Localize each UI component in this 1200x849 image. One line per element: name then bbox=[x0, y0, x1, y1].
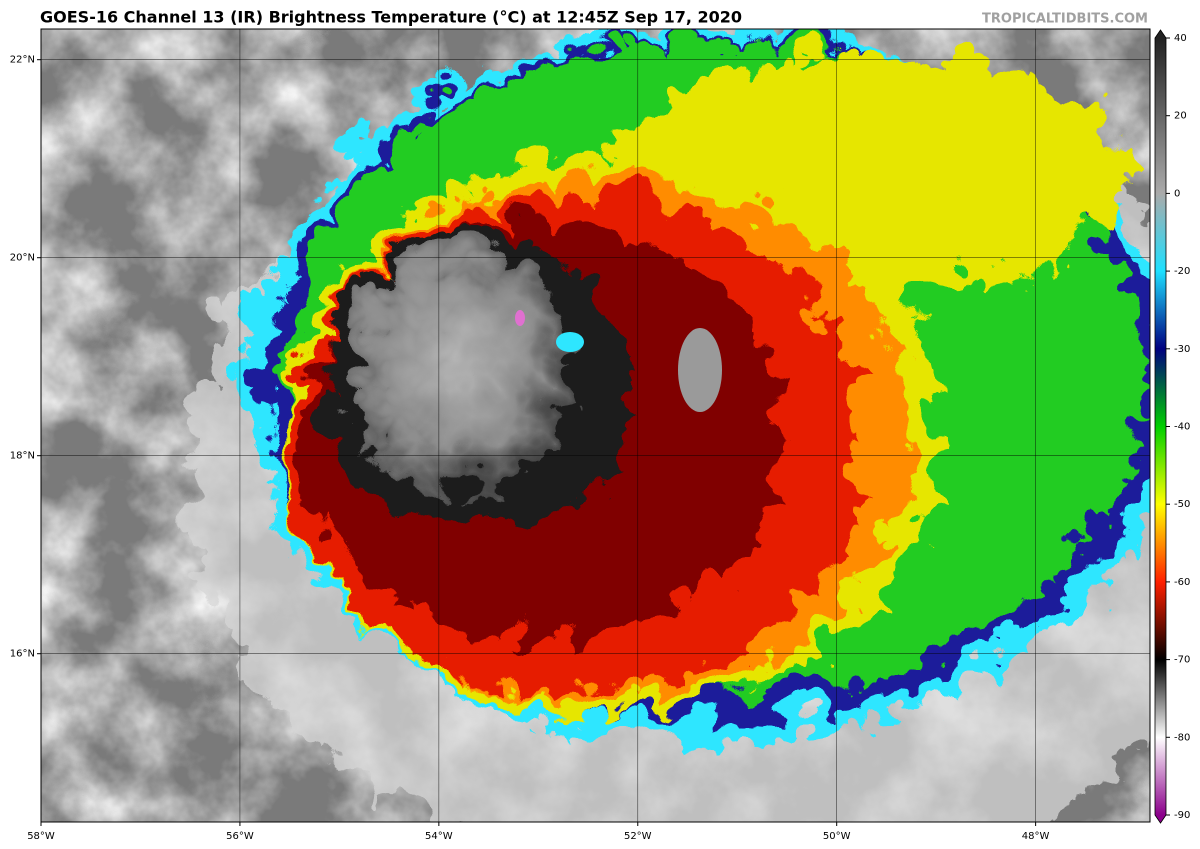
title: GOES-16 Channel 13 (IR) Brightness Tempe… bbox=[40, 8, 742, 27]
x-tick-label: 52°W bbox=[624, 831, 652, 842]
colorbar-tick-label: 40 bbox=[1174, 33, 1187, 44]
y-tick-label: 18°N bbox=[10, 451, 35, 462]
y-tick-label: 16°N bbox=[10, 649, 35, 660]
x-tick-label: 56°W bbox=[226, 831, 254, 842]
colorbar-tick-label: -20 bbox=[1174, 266, 1190, 277]
colorbar: 40 20 0 -20 -30 -40 -50 -60 -70 -80 -90 bbox=[1154, 29, 1190, 824]
x-tick-label: 48°W bbox=[1022, 831, 1050, 842]
x-tick-label: 50°W bbox=[823, 831, 851, 842]
colorbar-tick-label: 0 bbox=[1174, 188, 1180, 199]
colorbar-tick-label: -50 bbox=[1174, 499, 1190, 510]
colorbar-tick-label: 20 bbox=[1174, 111, 1187, 122]
colorbar-tick-label: -70 bbox=[1174, 655, 1190, 666]
colorbar-tick-label: -90 bbox=[1174, 810, 1190, 821]
x-tick-label: 58°W bbox=[27, 831, 55, 842]
credit: TROPICALTIDBITS.COM bbox=[982, 12, 1148, 27]
colorbar-tick-label: -30 bbox=[1174, 344, 1190, 355]
colorbar-tick-label: -40 bbox=[1174, 422, 1190, 433]
colorbar-tick-label: -80 bbox=[1174, 732, 1190, 743]
axes: 58°W 56°W 54°W 52°W 50°W 48°W 16°N 18°N 20°N 22°N bbox=[10, 29, 1150, 842]
x-tick-label: 54°W bbox=[425, 831, 453, 842]
colorbar-tick-label: -60 bbox=[1174, 577, 1190, 588]
y-tick-label: 20°N bbox=[10, 253, 35, 264]
y-tick-label: 22°N bbox=[10, 55, 35, 66]
satellite-image bbox=[41, 29, 1150, 822]
colorbar-bar bbox=[1154, 29, 1167, 824]
